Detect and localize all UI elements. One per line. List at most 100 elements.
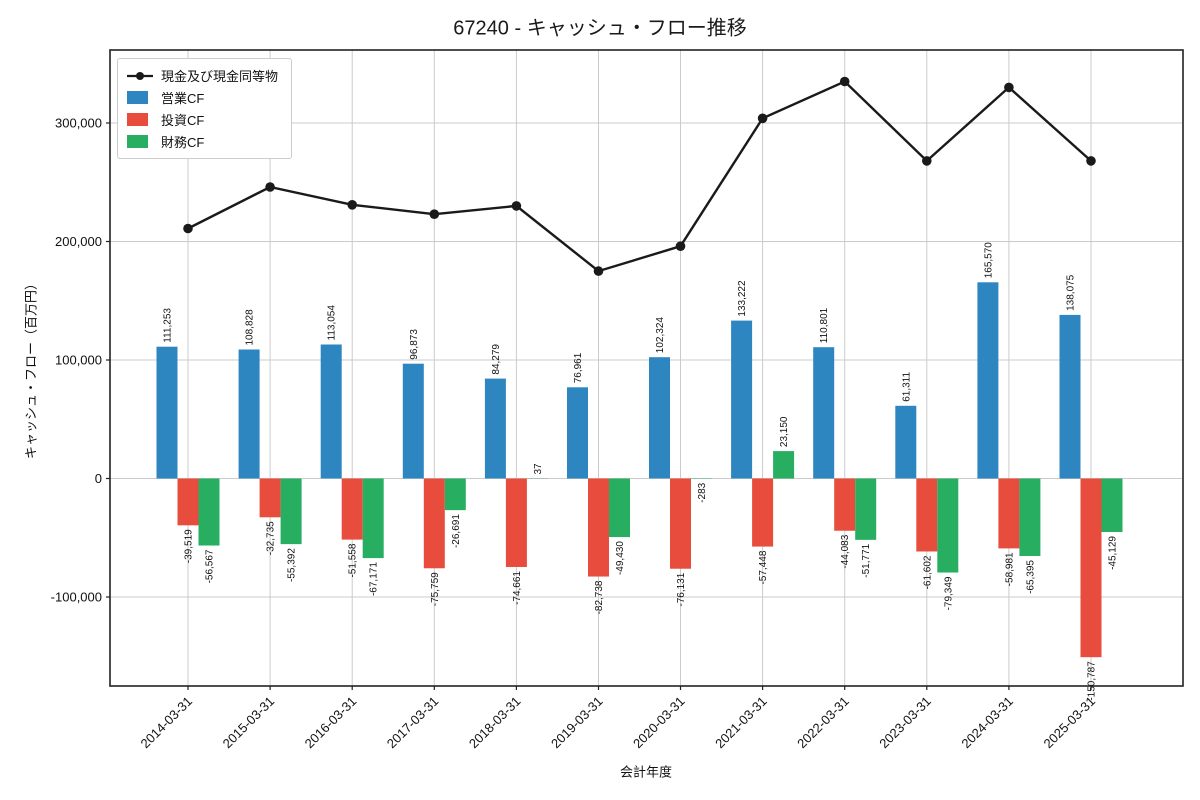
bar (341, 478, 363, 540)
y-tick-label: -100,000 (51, 590, 102, 605)
line-marker (1004, 82, 1014, 93)
bar-value-label: 111,253 (163, 308, 174, 343)
y-tick-label: 300,000 (55, 116, 102, 131)
bar-value-label: -58,981 (1004, 552, 1015, 586)
y-axis-ticks: 300,000 200,000 100,000 0 -100,000 (51, 116, 110, 605)
bar-value-label: 102,324 (655, 317, 666, 354)
bar-value-label: -39,519 (184, 529, 195, 563)
bar-value-label: -150,787 (1087, 661, 1098, 701)
bar (1101, 478, 1123, 532)
bar-value-label: -283 (697, 482, 708, 502)
bar-value-label: -75,759 (430, 572, 441, 606)
legend-item: 営業CF (127, 88, 278, 107)
x-tick-label: 2016-03-31 (302, 694, 360, 752)
bar-value-label: 133,222 (737, 280, 748, 317)
chart-title: 67240 - キャッシュ・フロー推移 (453, 17, 747, 40)
legend-label: 営業CF (161, 91, 205, 106)
x-tick-label: 2022-03-31 (794, 694, 852, 752)
chart-legend: 現金及び現金同等物 営業CF 投資CF 財務CF (117, 58, 293, 159)
x-tick-label: 2020-03-31 (630, 694, 688, 752)
x-tick-label: 2017-03-31 (384, 694, 442, 752)
bar (773, 451, 795, 479)
bar (834, 478, 856, 531)
x-tick-label: 2021-03-31 (712, 694, 770, 752)
bar-value-label: -57,448 (758, 550, 769, 584)
bar-value-label: 165,570 (983, 242, 994, 279)
x-axis-title: 会計年度 (619, 764, 673, 780)
bar (567, 387, 588, 479)
line-marker (265, 182, 275, 192)
bar (895, 405, 917, 479)
legend-label: 現金及び現金同等物 (161, 69, 279, 84)
bar (1019, 478, 1041, 556)
bar (444, 478, 466, 511)
bar (855, 478, 877, 540)
line-path (187, 80, 1092, 273)
bar-value-label: -74,661 (512, 571, 523, 605)
line-marker (347, 200, 358, 210)
x-tick-label: 2023-03-31 (876, 694, 934, 752)
line-marker (922, 156, 932, 166)
x-tick-label: 2025-03-31 (1040, 694, 1098, 752)
bar (916, 478, 938, 552)
bar-value-label: 96,873 (409, 329, 420, 360)
x-tick-label: 2024-03-31 (958, 694, 1016, 752)
bar (649, 357, 670, 479)
bar-value-label: -65,395 (1025, 560, 1036, 594)
legend-swatch-icon (127, 113, 153, 126)
bar (484, 378, 506, 479)
line-marker (1086, 156, 1096, 166)
bar (198, 478, 220, 546)
bar-value-label: -49,430 (615, 541, 626, 575)
legend-item: 投資CF (127, 110, 278, 129)
legend-swatch-icon (127, 135, 153, 148)
legend-item: 財務CF (127, 132, 278, 151)
bar (423, 478, 445, 569)
plot-border (109, 49, 1184, 687)
grid-lines (110, 50, 1183, 686)
bar-value-label: -76,131 (676, 572, 687, 606)
bar (731, 320, 753, 479)
bar-value-label: 84,279 (491, 344, 502, 375)
bar-value-label: 113,054 (327, 305, 338, 341)
y-tick-label: 0 (95, 471, 102, 486)
bar (977, 282, 999, 479)
bar (609, 478, 630, 538)
line-marker (675, 241, 686, 251)
bar (813, 347, 835, 479)
bar (1059, 314, 1081, 479)
cash-line (183, 76, 1096, 276)
bar (402, 363, 424, 479)
bar-value-label: -51,558 (348, 543, 359, 577)
bar (937, 478, 959, 573)
bar-value-label: 138,075 (1066, 274, 1077, 311)
legend-label: 投資CF (161, 113, 205, 128)
bar (752, 478, 774, 547)
x-tick-label: 2018-03-31 (466, 694, 524, 752)
bars (156, 282, 1123, 658)
bar-value-label: -45,129 (1108, 536, 1119, 570)
bar (998, 478, 1020, 549)
bar-value-label: -61,602 (922, 555, 933, 589)
bar-value-label: 76,961 (573, 352, 584, 383)
bar (320, 344, 342, 479)
bar (1080, 478, 1102, 658)
bar-value-label: 61,311 (901, 372, 912, 402)
bar-value-label: 110,801 (819, 307, 830, 343)
line-marker (183, 223, 193, 234)
y-tick-label: 100,000 (55, 353, 102, 368)
legend-line-marker-icon (127, 69, 153, 83)
bar-value-label: -44,083 (840, 534, 851, 568)
x-tick-label: 2014-03-31 (137, 694, 195, 752)
x-axis-ticks: 2014-03-31 2015-03-31 2016-03-31 2017-03-31… (137, 686, 1098, 751)
y-tick-label: 200,000 (55, 234, 102, 249)
x-tick-label: 2015-03-31 (220, 694, 278, 752)
bar (362, 478, 384, 559)
bar-value-labels: 111,253 108,828 113,054 96,873 84,279 76,961 1… (163, 242, 1119, 701)
bar (238, 349, 260, 479)
bar-value-label: -26,691 (451, 514, 462, 548)
bar-value-label: -32,735 (266, 521, 277, 555)
bar-value-label: -67,171 (369, 562, 380, 596)
line-marker (593, 266, 604, 276)
